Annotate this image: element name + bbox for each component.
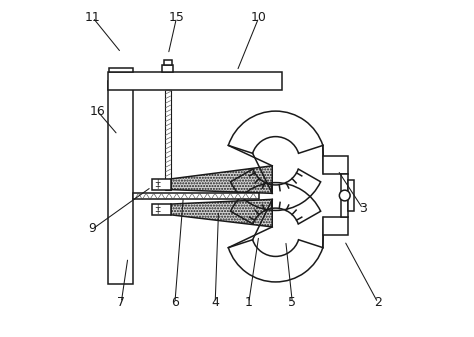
Bar	[153, 204, 171, 215]
Bar	[133, 193, 259, 200]
Text: +: +	[154, 203, 160, 212]
Text: 3: 3	[359, 202, 367, 215]
Text: 6: 6	[171, 296, 179, 309]
Text: +: +	[154, 178, 160, 187]
Text: 2: 2	[374, 296, 382, 309]
Text: 5: 5	[288, 296, 296, 309]
Bar	[163, 65, 173, 72]
Polygon shape	[171, 166, 272, 193]
Text: 16: 16	[90, 105, 106, 118]
Bar	[348, 180, 355, 211]
Text: 4: 4	[211, 296, 219, 309]
Text: 7: 7	[117, 296, 125, 309]
Text: +: +	[154, 207, 160, 216]
Text: 11: 11	[85, 11, 100, 24]
Text: 10: 10	[251, 11, 267, 24]
Text: +: +	[154, 182, 160, 191]
Text: 9: 9	[89, 222, 97, 236]
Bar	[109, 68, 133, 72]
Text: 15: 15	[169, 11, 184, 24]
Bar	[164, 60, 172, 65]
Bar	[165, 90, 171, 190]
Bar	[108, 72, 283, 90]
Bar	[323, 156, 348, 174]
Text: 1: 1	[245, 296, 253, 309]
Bar	[153, 179, 171, 190]
Bar	[323, 217, 348, 235]
Bar	[341, 174, 348, 217]
Circle shape	[339, 190, 350, 201]
Polygon shape	[171, 200, 272, 227]
Bar	[108, 81, 133, 284]
